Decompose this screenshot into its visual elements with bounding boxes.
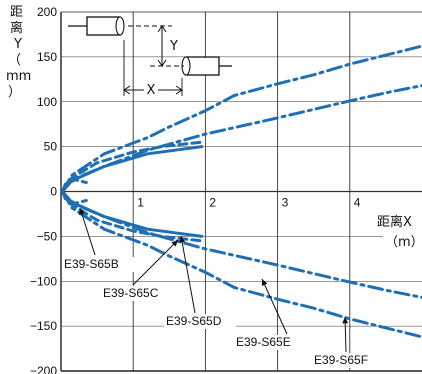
- emitter-lens: [115, 16, 125, 36]
- y-tick-label: 50: [44, 140, 58, 154]
- y-tick-label: −200: [30, 364, 57, 374]
- callout-label-bg: [234, 335, 306, 350]
- y-axis-title-part: 离: [10, 20, 23, 36]
- y-tick-label: −100: [30, 274, 57, 288]
- callout-label: E39-S65C: [103, 286, 159, 300]
- callout-E39-S65E: E39-S65E: [234, 278, 306, 350]
- y-tick-label: 100: [37, 95, 57, 109]
- callout-label-bg: [164, 314, 236, 329]
- callout-arrowhead: [342, 317, 349, 324]
- y-axis-title-part: Y: [13, 37, 22, 52]
- callout-leader: [79, 207, 96, 256]
- y-axis-title-part: 距: [10, 5, 23, 20]
- grid-lines: [61, 12, 422, 371]
- series-line-lower: [60, 190, 422, 339]
- y-axis-title-part: mm: [6, 69, 31, 84]
- x-arrows: [123, 85, 183, 95]
- y-tick-label: 0: [50, 185, 57, 199]
- x-label-bg: [144, 82, 158, 97]
- y-arrows: [157, 25, 167, 67]
- series-line-lower: [60, 190, 422, 299]
- x-tick-label: 1: [137, 196, 144, 210]
- x-axis-title-part: （m）: [385, 235, 422, 250]
- callout-label-bg: [62, 257, 134, 272]
- callout-arrowhead: [261, 279, 268, 286]
- x-tick-label: 4: [354, 196, 361, 210]
- inset-diagram: XY: [68, 16, 232, 98]
- emitter-body: [86, 16, 121, 36]
- callout-leader: [132, 239, 179, 286]
- callout-E39-S65D: E39-S65D: [164, 235, 236, 329]
- callout-E39-S65C: E39-S65C: [101, 239, 179, 301]
- callout-label: E39-S65D: [166, 314, 222, 328]
- callout-arrowhead: [179, 236, 186, 243]
- y-tick-label: −50: [37, 229, 58, 243]
- y-tick-label: 200: [37, 5, 57, 19]
- y-tick-label: 150: [37, 50, 57, 64]
- callout-label: E39-S65F: [314, 353, 368, 367]
- callout-layer: E39-S65B E39-S65C E39-S65D E39-S65E E39-S65F: [62, 207, 384, 368]
- x-axis-title-bg: [383, 233, 422, 249]
- y-axis-title-part: （: [8, 53, 21, 68]
- x-axis-title-part: 距离X: [377, 214, 412, 230]
- series-E39-S65E: [60, 44, 422, 339]
- callout-arrowhead: [171, 240, 178, 247]
- callout-E39-S65B: E39-S65B: [62, 207, 134, 272]
- callout-label-bg: [312, 353, 384, 368]
- callout-arrowhead: [79, 208, 85, 215]
- series-E39-S65F: [60, 84, 422, 299]
- receiver-body: [185, 56, 220, 76]
- callout-leader: [180, 235, 196, 314]
- series-line-upper: [60, 84, 422, 193]
- series-line-upper: [60, 44, 422, 193]
- callout-leader: [261, 278, 288, 335]
- callout-label-bg: [101, 286, 173, 301]
- y-tick-label: −150: [30, 319, 57, 333]
- callout-E39-S65F: E39-S65F: [312, 316, 384, 368]
- axis-titles: 距离Y（mm）距离X（m）: [6, 5, 422, 250]
- series-layer: [60, 44, 422, 339]
- y-axis-title-part: ）: [8, 85, 21, 100]
- x-axis-title-bg: [375, 213, 421, 229]
- callout-label: E39-S65B: [64, 257, 119, 271]
- x-tick-label: 3: [282, 196, 289, 210]
- inset-x-label: X: [147, 83, 156, 98]
- inset-y-label: Y: [169, 39, 178, 54]
- x-tick-label: 2: [209, 196, 216, 210]
- callout-label: E39-S65E: [236, 335, 291, 349]
